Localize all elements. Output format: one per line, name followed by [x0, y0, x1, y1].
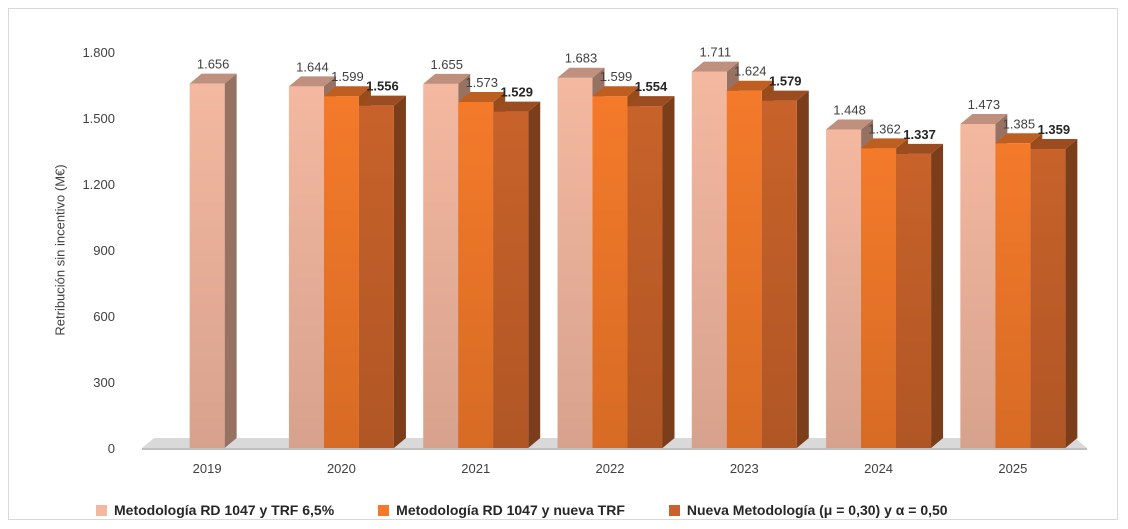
bar-top [458, 91, 506, 102]
bar-top [691, 61, 739, 72]
bar-top [627, 96, 675, 107]
data-label: 1.554 [635, 79, 668, 94]
data-label: 1.656 [197, 57, 230, 72]
bar [861, 148, 897, 449]
y-tick-label: 1.800 [82, 45, 115, 60]
bar-top [726, 80, 774, 91]
data-label: 1.711 [699, 45, 731, 60]
legend-item: Nueva Metodología (μ = 0,30) y α = 0,50 [668, 502, 948, 518]
bar [592, 96, 628, 448]
bar [423, 83, 459, 449]
legend-swatch [378, 504, 390, 516]
bar-top [960, 113, 1008, 124]
bar-top [557, 67, 605, 78]
y-tick-label: 1.200 [82, 177, 115, 192]
bar [189, 83, 225, 449]
data-label: 1.385 [1003, 116, 1036, 131]
bar [826, 129, 862, 448]
bar-side [662, 96, 675, 449]
y-tick-label: 0 [108, 441, 115, 456]
bar-top [358, 95, 406, 106]
data-label: 1.359 [1038, 122, 1071, 137]
data-label: 1.448 [833, 102, 866, 117]
bar [726, 90, 762, 448]
legend-swatch [96, 504, 107, 516]
bar [493, 111, 529, 449]
y-tick-label: 1.500 [82, 111, 115, 126]
x-tick-label: 2021 [461, 461, 490, 476]
data-label: 1.337 [903, 127, 936, 142]
y-tick-label: 600 [93, 309, 115, 324]
bar-top [288, 76, 336, 87]
bar-side [931, 143, 944, 449]
data-label: 1.599 [331, 69, 364, 84]
bar [896, 153, 932, 449]
bar-top [592, 86, 640, 97]
data-label: 1.473 [968, 97, 1001, 112]
legend-item: Metodología RD 1047 y TRF 6,5% [96, 502, 334, 518]
bar [557, 77, 593, 449]
bar-side [1065, 139, 1078, 448]
bar [358, 105, 394, 449]
bar-side [528, 101, 541, 449]
x-tick-label: 2019 [193, 461, 222, 476]
legend-label: Metodología RD 1047 y TRF 6,5% [114, 502, 335, 518]
bar-top [493, 101, 541, 112]
x-tick-label: 2020 [327, 461, 356, 476]
data-label: 1.579 [769, 74, 802, 89]
bar-top [189, 73, 237, 84]
bar [288, 86, 324, 448]
data-label: 1.655 [430, 57, 463, 72]
data-label: 1.599 [600, 69, 633, 84]
bar [627, 106, 663, 449]
bar-top [761, 90, 809, 101]
y-tick-label: 300 [93, 375, 115, 390]
bar [1030, 149, 1066, 448]
plot-area: 0 300 600 900 1.200 1.500 1.800 2019 2020 2021 202… [82, 45, 1087, 476]
bar [691, 71, 727, 448]
chart-frame [8, 8, 1118, 520]
bar [995, 143, 1031, 449]
bar-top [323, 86, 371, 97]
data-label: 1.362 [868, 121, 901, 136]
bar [960, 123, 996, 448]
data-label: 1.624 [734, 64, 767, 79]
data-label: 1.573 [465, 75, 498, 90]
bar-top [1030, 139, 1078, 150]
x-tick-label: 2024 [864, 461, 893, 476]
legend-item: Metodología RD 1047 y nueva TRF [378, 502, 625, 518]
chart-floor-edge [142, 448, 1087, 450]
x-tick-label: 2022 [596, 461, 625, 476]
data-label: 1.644 [296, 59, 329, 74]
bar-side [796, 90, 809, 449]
x-tick-label: 2023 [730, 461, 759, 476]
bar [323, 96, 359, 448]
y-tick-label: 900 [93, 243, 115, 258]
bar-top [423, 73, 471, 84]
legend: Metodología RD 1047 y TRF 6,5% Metodolog… [96, 502, 948, 518]
bar-side [393, 95, 406, 449]
legend-label: Metodología RD 1047 y nueva TRF [396, 502, 625, 518]
legend-swatch [668, 504, 680, 516]
data-label: 1.556 [366, 79, 399, 94]
data-label: 1.529 [500, 85, 533, 100]
bar-side [224, 73, 237, 449]
bar-top [896, 143, 944, 154]
x-tick-label: 2025 [998, 461, 1027, 476]
bar [458, 101, 494, 448]
data-label: 1.683 [565, 51, 598, 66]
bar-top [861, 138, 909, 149]
legend-label: Nueva Metodología (μ = 0,30) y α = 0,50 [686, 502, 948, 518]
bar-top [826, 119, 874, 130]
bar-top [995, 133, 1043, 144]
bar [761, 100, 797, 449]
